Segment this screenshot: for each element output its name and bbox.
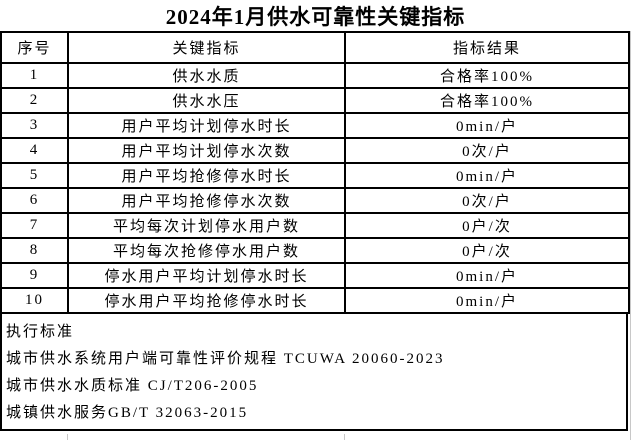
cell-indicator[interactable]: 停水用户平均计划停水时长 bbox=[67, 262, 346, 289]
cell-indicator[interactable]: 用户平均计划停水次数 bbox=[67, 137, 346, 164]
table-row: 5 用户平均抢修停水时长 0min/户 bbox=[0, 162, 630, 189]
cell-serial[interactable]: 2 bbox=[0, 87, 69, 114]
table-row: 8 平均每次抢修停水用户数 0户/次 bbox=[0, 237, 630, 264]
cell-serial[interactable]: 10 bbox=[0, 287, 69, 314]
cell-result[interactable]: 0次/户 bbox=[344, 187, 630, 214]
cell-serial[interactable]: 4 bbox=[0, 137, 69, 164]
cell-indicator[interactable]: 供水水压 bbox=[67, 87, 346, 114]
footer-line[interactable]: 城市供水系统用户端可靠性评价规程 TCUWA 20060-2023 bbox=[6, 351, 445, 367]
standards-footer: 执行标准 城市供水系统用户端可靠性评价规程 TCUWA 20060-2023 城… bbox=[0, 314, 628, 431]
cell-indicator[interactable]: 停水用户平均抢修停水时长 bbox=[67, 287, 346, 314]
cell-serial[interactable]: 3 bbox=[0, 112, 69, 139]
cell-result[interactable]: 0次/户 bbox=[344, 137, 630, 164]
table-row: 3 用户平均计划停水时长 0min/户 bbox=[0, 112, 630, 139]
header-cell-serial[interactable]: 序号 bbox=[0, 31, 69, 64]
cell-indicator[interactable]: 用户平均抢修停水次数 bbox=[67, 187, 346, 214]
gridline bbox=[67, 434, 68, 440]
cell-serial[interactable]: 9 bbox=[0, 262, 69, 289]
table-row: 1 供水水质 合格率100% bbox=[0, 62, 630, 89]
cell-serial[interactable]: 8 bbox=[0, 237, 69, 264]
cell-result[interactable]: 0min/户 bbox=[344, 162, 630, 189]
table-row: 9 停水用户平均计划停水时长 0min/户 bbox=[0, 262, 630, 289]
header-row: 序号 关键指标 指标结果 bbox=[0, 31, 630, 64]
cell-indicator[interactable]: 用户平均计划停水时长 bbox=[67, 112, 346, 139]
cell-indicator[interactable]: 用户平均抢修停水时长 bbox=[67, 162, 346, 189]
footer-line[interactable]: 城市供水水质标准 CJ/T206-2005 bbox=[6, 378, 259, 394]
footer-line[interactable]: 城镇供水服务GB/T 32063-2015 bbox=[6, 405, 249, 421]
sheet-title: 2024年1月供水可靠性关键指标 bbox=[165, 4, 466, 29]
cell-indicator[interactable]: 平均每次计划停水用户数 bbox=[67, 212, 346, 239]
kpi-table: 序号 关键指标 指标结果 1 供水水质 合格率100% 2 供水水压 合格率10… bbox=[0, 31, 630, 314]
header-cell-result[interactable]: 指标结果 bbox=[344, 31, 630, 64]
cell-serial[interactable]: 7 bbox=[0, 212, 69, 239]
cell-result[interactable]: 合格率100% bbox=[344, 87, 630, 114]
cell-result[interactable]: 0户/次 bbox=[344, 237, 630, 264]
table-row: 6 用户平均抢修停水次数 0次/户 bbox=[0, 187, 630, 214]
cell-indicator[interactable]: 供水水质 bbox=[67, 62, 346, 89]
gridline bbox=[344, 434, 345, 440]
table-row: 10 停水用户平均抢修停水时长 0min/户 bbox=[0, 287, 630, 314]
cell-indicator[interactable]: 平均每次抢修停水用户数 bbox=[67, 237, 346, 264]
header-cell-indicator[interactable]: 关键指标 bbox=[67, 31, 346, 64]
table-row: 7 平均每次计划停水用户数 0户/次 bbox=[0, 212, 630, 239]
table-row: 4 用户平均计划停水次数 0次/户 bbox=[0, 137, 630, 164]
cell-result[interactable]: 0min/户 bbox=[344, 287, 630, 314]
cell-result[interactable]: 0min/户 bbox=[344, 112, 630, 139]
footer-line[interactable]: 执行标准 bbox=[6, 324, 75, 340]
cell-serial[interactable]: 5 bbox=[0, 162, 69, 189]
cell-result[interactable]: 0min/户 bbox=[344, 262, 630, 289]
cell-serial[interactable]: 6 bbox=[0, 187, 69, 214]
table-row: 2 供水水压 合格率100% bbox=[0, 87, 630, 114]
cell-serial[interactable]: 1 bbox=[0, 62, 69, 89]
cell-result[interactable]: 0户/次 bbox=[344, 212, 630, 239]
cell-result[interactable]: 合格率100% bbox=[344, 62, 630, 89]
